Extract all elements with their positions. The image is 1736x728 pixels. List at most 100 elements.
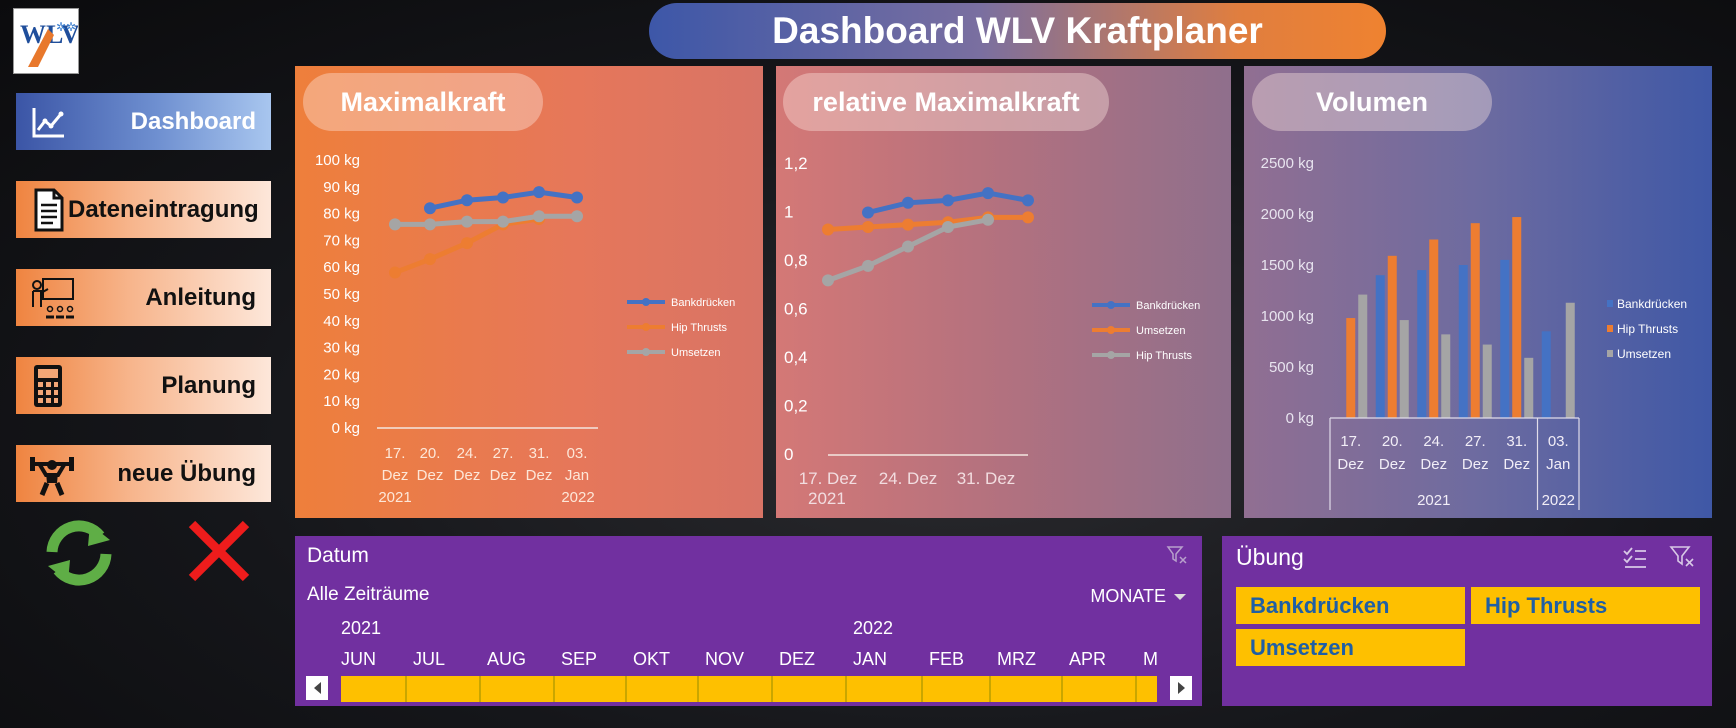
timeline-month-label[interactable]: JUN (341, 649, 376, 669)
nav-neue-uebung-button[interactable]: neue Übung (16, 445, 271, 502)
slicer-item-hip-thrusts[interactable]: Hip Thrusts (1471, 587, 1700, 624)
bar-hip-thrusts (1346, 318, 1356, 418)
x-year-label: 2021 (808, 489, 846, 508)
bar-umsetzen (1482, 344, 1492, 418)
data-point-bankdruecken (862, 206, 874, 219)
nav-neue-uebung-label: neue Übung (117, 459, 256, 487)
relative-maximalkraft-chart: 1,2 1 0,8 0,6 0,4 0,2 0 Bankdrücken Umsetzen Hip … (784, 154, 1200, 508)
nav-dateneintragung-label: Dateneintragung (68, 195, 259, 223)
y-tick-label: 60 kg (323, 259, 360, 276)
volumen-panel: Volumen 2500 kg 2000 kg 1500 kg 1000 kg 500 … (1244, 66, 1712, 518)
clear-filter-icon[interactable] (1669, 544, 1695, 570)
x-tick-label: 24. Dez (879, 469, 938, 488)
arrow-left-icon (313, 682, 321, 694)
x-tick-label: Dez (1503, 456, 1530, 473)
y-tick-label: 50 kg (323, 286, 360, 303)
timeline-month-label[interactable]: APR (1069, 649, 1107, 669)
y-tick-label: 2000 kg (1261, 206, 1314, 223)
data-point-umsetzen (822, 223, 834, 236)
data-point-umsetzen (424, 218, 436, 231)
timeline-scroll-right-button[interactable] (1170, 676, 1192, 700)
bar-bankdruecken (1541, 331, 1551, 418)
nav-dashboard-label: Dashboard (130, 107, 256, 135)
data-point-hip-thrusts (862, 259, 874, 272)
data-point-hip-thrusts (461, 237, 473, 250)
x-tick-label: Dez (382, 467, 409, 484)
timeline-month-label[interactable]: AUG (487, 649, 527, 669)
bar-umsetzen (1399, 320, 1409, 418)
x-tick-label: Dez (1337, 456, 1364, 473)
y-tick-label: 0,4 (784, 348, 808, 367)
timeline-level-label: MONATE (1090, 586, 1166, 606)
teacher-board-icon (32, 277, 74, 318)
timeline-month-label[interactable]: NOV (705, 649, 745, 669)
bar-hip-thrusts (1512, 217, 1522, 418)
timeline-scroll-left-button[interactable] (306, 676, 328, 700)
timeline-level-dropdown[interactable]: MONATE (1090, 586, 1186, 607)
timeline-month-label[interactable]: JUL (413, 649, 446, 669)
data-point-umsetzen (533, 210, 545, 223)
datum-timeline[interactable]: Datum Alle Zeiträume MONATE 2021 2022 JUN… (295, 536, 1202, 706)
dashboard-title: Dashboard WLV Kraftplaner (649, 3, 1386, 59)
bar-umsetzen (1565, 302, 1575, 418)
x-tick-label: 20. (1382, 433, 1403, 450)
timeline-month-label[interactable]: FEB (929, 649, 965, 669)
y-tick-label: 0,2 (784, 397, 808, 416)
clear-filter-icon[interactable] (1166, 544, 1188, 566)
maximalkraft-panel: Maximalkraft 100 kg 90 kg 80 kg 70 kg 60 kg 5… (295, 66, 763, 518)
chevron-down-icon (1174, 593, 1186, 600)
data-point-bankdruecken (533, 186, 545, 199)
uebung-slicer[interactable]: Übung Bankdrücken Hip Thrusts Umsetzen (1222, 536, 1712, 706)
arrow-right-icon (1177, 682, 1185, 694)
nav-dateneintragung-button[interactable]: Dateneintragung (16, 181, 271, 238)
nav-anleitung-label: Anleitung (145, 283, 256, 311)
timeline-month-label[interactable]: OKT (633, 649, 671, 669)
x-tick-label: 27. (1465, 433, 1486, 450)
refresh-button[interactable] (38, 518, 120, 588)
nav-anleitung-button[interactable]: Anleitung (16, 269, 271, 326)
logo-snowflake: ✲✲ (56, 20, 76, 34)
legend-swatch (1607, 350, 1613, 357)
y-tick-label: 0,6 (784, 300, 808, 319)
y-tick-label: 70 kg (323, 232, 360, 249)
x-tick-label: 17. Dez (799, 469, 858, 488)
data-point-umsetzen (389, 218, 401, 231)
timeline-month-label[interactable]: SEP (561, 649, 598, 669)
y-tick-label: 1 (784, 203, 793, 222)
x-year-label: 2022 (561, 489, 594, 506)
y-tick-label: 90 kg (323, 179, 360, 196)
timeline-month-label[interactable]: DEZ (779, 649, 815, 669)
x-year-label: 2021 (1417, 492, 1450, 509)
legend-label: Umsetzen (671, 347, 721, 359)
volumen-title: Volumen (1252, 73, 1492, 131)
slicer-item-umsetzen[interactable]: Umsetzen (1236, 629, 1465, 666)
timeline-month-label[interactable]: M (1143, 649, 1158, 669)
close-button[interactable] (186, 518, 252, 584)
y-tick-label: 0,8 (784, 251, 808, 270)
refresh-icon (46, 520, 112, 586)
x-year-label: 2021 (378, 489, 411, 506)
x-tick-label: 17. (1340, 433, 1361, 450)
y-tick-label: 100 kg (315, 152, 360, 169)
x-tick-label: 31. Dez (957, 469, 1016, 488)
bar-umsetzen (1358, 294, 1368, 418)
timeline-month-divider (553, 676, 555, 702)
y-tick-label: 1500 kg (1261, 257, 1314, 274)
multi-select-icon[interactable] (1622, 546, 1648, 570)
data-point-bankdruecken (424, 202, 436, 215)
y-tick-label: 20 kg (323, 366, 360, 383)
timeline-month-label[interactable]: MRZ (997, 649, 1036, 669)
timeline-selection-bar[interactable] (341, 676, 1157, 702)
legend-marker (642, 298, 650, 306)
data-point-hip-thrusts (822, 274, 834, 287)
nav-planung-button[interactable]: Planung (16, 357, 271, 414)
x-tick-label: 27. (493, 445, 514, 462)
timeline-month-label[interactable]: JAN (853, 649, 888, 669)
timeline-month-divider (479, 676, 481, 702)
data-point-umsetzen (461, 215, 473, 228)
nav-dashboard-button[interactable]: Dashboard (16, 93, 271, 150)
bar-hip-thrusts (1387, 255, 1397, 418)
slicer-item-bankdruecken[interactable]: Bankdrücken (1236, 587, 1465, 624)
y-tick-label: 500 kg (1269, 359, 1314, 376)
legend-marker (1107, 301, 1115, 309)
